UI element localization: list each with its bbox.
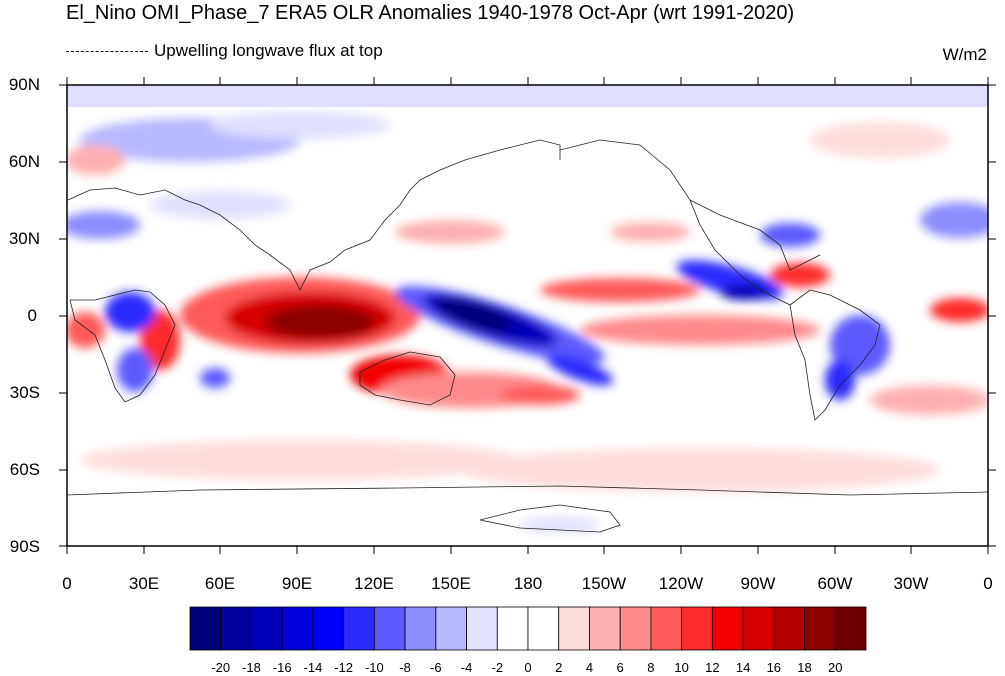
colorbar — [189, 606, 867, 651]
colorbar-box — [189, 606, 222, 651]
colorbar-box — [619, 606, 652, 651]
colorbar-box — [650, 606, 683, 651]
colorbar-box — [527, 606, 560, 651]
colorbar-tick-label: -10 — [364, 660, 384, 675]
colorbar-tick-label: 4 — [585, 660, 594, 675]
contour-legend-label: Upwelling longwave flux at top — [154, 41, 383, 60]
colorbar-box — [466, 606, 498, 651]
colorbar-box — [804, 606, 836, 651]
colorbar-box — [742, 606, 775, 651]
lon-label-30e: 30E — [128, 574, 160, 593]
map-title: El_Nino OMI_Phase_7 ERA5 OLR Anomalies 1… — [66, 2, 795, 24]
colorbar-box — [373, 606, 406, 651]
lon-label-30w: 30W — [893, 574, 929, 593]
lon-label-60w: 60W — [817, 574, 853, 593]
colorbar-tick-label: -2 — [491, 660, 504, 675]
coastlines — [67, 139, 988, 533]
colorbar-tick-label: 16 — [766, 660, 782, 675]
colorbar-tick-label: 10 — [674, 660, 689, 675]
colorbar-tick-label: -12 — [334, 660, 354, 675]
colorbar-box — [496, 606, 529, 651]
lat-label-0: 0 — [27, 306, 37, 325]
colorbar-tick-label: 2 — [555, 660, 563, 675]
colorbar-box — [773, 606, 805, 651]
colorbar-tick-label: -20 — [211, 660, 231, 675]
colorbar-tick-label: -6 — [430, 660, 442, 675]
units-label: W/m2 — [942, 45, 987, 64]
colorbar-tick-label: -16 — [272, 660, 292, 675]
colorbar-box — [312, 606, 345, 651]
colorbar-tick-label: 14 — [735, 660, 751, 675]
axis-ticks — [59, 77, 996, 554]
colorbar-box — [404, 606, 437, 651]
dashed-line-icon — [66, 51, 148, 53]
colorbar-box — [220, 606, 252, 651]
lat-label-60s: 60S — [9, 460, 40, 479]
lon-label-0: 0 — [62, 574, 72, 593]
lat-label-90n: 90N — [8, 75, 40, 94]
lon-label-90e: 90E — [281, 574, 313, 593]
colorbar-box — [435, 606, 467, 651]
lon-label-60e: 60E — [204, 574, 236, 593]
colorbar-box — [834, 606, 867, 651]
lon-label-120w: 120W — [658, 574, 704, 593]
colorbar-box — [251, 606, 283, 651]
colorbar-box — [558, 606, 590, 651]
colorbar-tick-label: 12 — [705, 660, 720, 675]
lon-label-0-east: 0 — [983, 574, 993, 593]
anomaly-field — [67, 85, 988, 546]
colorbar-box — [343, 606, 375, 651]
colorbar-box — [281, 606, 314, 651]
lon-label-150e: 150E — [431, 574, 471, 593]
contour-legend: Upwelling longwave flux at top — [66, 41, 383, 61]
lat-label-90s: 90S — [9, 537, 40, 556]
colorbar-box — [681, 606, 713, 651]
colorbar-tick-label: 0 — [524, 660, 532, 675]
colorbar-tick-label: 18 — [797, 660, 812, 675]
lat-label-30n: 30N — [8, 229, 40, 248]
colorbar-tick-label: -8 — [399, 660, 411, 675]
lat-label-30s: 30S — [9, 383, 40, 402]
lon-label-180: 180 — [513, 574, 543, 593]
lon-label-150w: 150W — [581, 574, 627, 593]
colorbar-tick-label: 20 — [828, 660, 843, 675]
colorbar-tick-label: 8 — [647, 660, 655, 675]
colorbar-box — [589, 606, 621, 651]
colorbar-tick-label: -4 — [460, 660, 473, 675]
lon-label-120e: 120E — [354, 574, 394, 593]
colorbar-tick-label: -14 — [303, 660, 323, 675]
lon-label-90w: 90W — [740, 574, 776, 593]
colorbar-box — [711, 606, 744, 651]
lat-label-60n: 60N — [8, 152, 40, 171]
colorbar-tick-label: -18 — [242, 660, 261, 675]
colorbar-tick-label: 6 — [616, 660, 624, 675]
